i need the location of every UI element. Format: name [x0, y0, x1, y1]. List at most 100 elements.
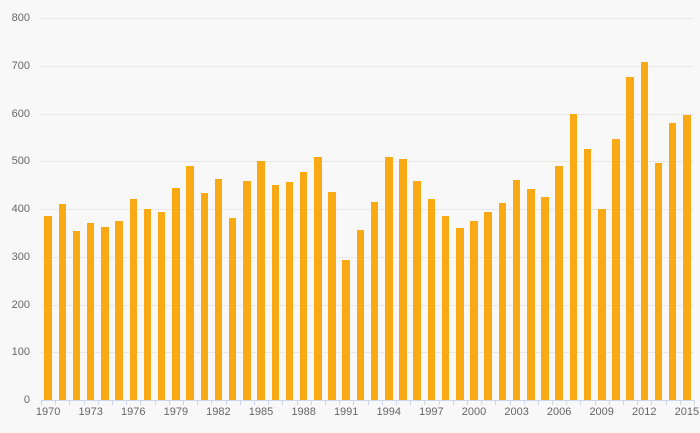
bar-2013[interactable]	[654, 162, 663, 400]
bar-2015[interactable]	[683, 114, 691, 400]
bar-1987[interactable]	[285, 181, 294, 400]
bar-2010[interactable]	[612, 138, 620, 400]
gridline-100	[41, 352, 694, 354]
y-axis-label: 300	[11, 250, 30, 263]
bar-1983[interactable]	[228, 217, 237, 400]
bar-1982[interactable]	[214, 178, 223, 400]
bar-1995[interactable]	[399, 158, 407, 400]
bar-2004[interactable]	[527, 188, 535, 400]
bar-1984[interactable]	[243, 181, 251, 400]
y-axis-label: 700	[11, 59, 30, 72]
bar-1978[interactable]	[157, 212, 166, 400]
bar-1990[interactable]	[328, 192, 336, 400]
x-axis-label: 2012	[632, 406, 657, 418]
bar-1996[interactable]	[413, 180, 421, 400]
x-axis-tick	[523, 400, 525, 405]
bar-1985[interactable]	[257, 160, 265, 400]
bar-1980[interactable]	[186, 166, 194, 400]
x-axis-tick	[41, 400, 42, 405]
x-axis-tick	[168, 400, 170, 405]
bar-1970[interactable]	[44, 216, 52, 400]
bar-1977[interactable]	[143, 209, 152, 400]
gridline-600	[41, 113, 694, 115]
x-axis-label: 1973	[78, 406, 103, 418]
x-axis-label: 1982	[206, 406, 231, 418]
x-axis-label: 1991	[333, 406, 359, 418]
gridline-800	[41, 18, 694, 19]
x-axis-label: 1970	[35, 406, 61, 418]
x-axis-tick	[495, 400, 497, 405]
x-axis-tick	[424, 400, 426, 405]
bar-2002[interactable]	[498, 202, 507, 400]
bar-2003[interactable]	[512, 179, 521, 400]
bar-2012[interactable]	[640, 62, 649, 400]
x-axis-tick	[112, 400, 113, 405]
bar-2011[interactable]	[626, 77, 634, 400]
bar-1975[interactable]	[115, 220, 123, 400]
x-axis-tick	[239, 400, 241, 405]
x-axis-tick	[197, 400, 199, 405]
x-axis-tick	[324, 400, 326, 405]
x-axis-label: 2000	[461, 406, 487, 418]
x-axis-label: 1976	[121, 406, 146, 418]
bar-2007[interactable]	[569, 114, 578, 400]
bar-1991[interactable]	[342, 259, 350, 400]
x-axis-tick	[282, 400, 284, 405]
x-axis-tick	[481, 400, 483, 405]
bar-1973[interactable]	[86, 222, 95, 400]
x-axis-label: 1997	[419, 406, 444, 418]
bar-2009[interactable]	[598, 209, 606, 400]
bar-2005[interactable]	[541, 196, 549, 400]
x-axis-tick	[694, 400, 695, 405]
bar-1972[interactable]	[72, 230, 81, 400]
x-axis-tick	[580, 400, 582, 405]
bar-1986[interactable]	[271, 185, 279, 400]
gridline-700	[41, 65, 694, 67]
bar-1974[interactable]	[101, 226, 109, 400]
x-axis-tick	[608, 400, 610, 405]
y-axis-label: 0	[23, 394, 30, 406]
bar-2014[interactable]	[668, 122, 677, 400]
x-axis-tick	[637, 400, 639, 405]
x-axis-tick	[410, 400, 412, 405]
x-axis-tick	[452, 400, 454, 405]
bar-1971[interactable]	[58, 204, 66, 400]
bar-2000[interactable]	[470, 220, 478, 400]
x-axis-tick	[651, 400, 653, 405]
bar-1994[interactable]	[385, 156, 393, 400]
bar-1999[interactable]	[456, 227, 464, 400]
gridline-300	[41, 256, 694, 258]
bar-1976[interactable]	[129, 198, 137, 400]
bar-2006[interactable]	[555, 165, 563, 400]
bar-2008[interactable]	[583, 148, 592, 400]
x-axis-tick	[381, 400, 383, 405]
x-axis-tick	[268, 400, 270, 405]
bar-1989[interactable]	[314, 156, 322, 400]
x-axis-label: 1988	[291, 406, 316, 418]
x-axis-label: 2009	[589, 406, 614, 418]
x-axis-tick	[225, 400, 227, 405]
bar-1997[interactable]	[427, 199, 436, 400]
bar-1988[interactable]	[299, 171, 308, 400]
x-axis-tick	[566, 400, 568, 405]
x-axis-tick	[55, 400, 57, 405]
bar-1981[interactable]	[200, 192, 208, 400]
x-axis-tick	[594, 400, 596, 405]
x-axis-label: 2003	[504, 406, 529, 418]
bar-1979[interactable]	[172, 188, 180, 400]
y-axis-label: 500	[11, 155, 30, 168]
x-axis-tick	[339, 400, 341, 405]
bar-1998[interactable]	[441, 215, 450, 400]
x-axis-tick	[310, 400, 312, 405]
x-axis-label: 1979	[163, 406, 189, 418]
x-axis-tick	[126, 400, 128, 405]
bar-1993[interactable]	[370, 202, 379, 400]
x-axis-tick	[211, 400, 213, 405]
x-axis-label: 2015	[674, 406, 700, 418]
y-axis-label: 100	[11, 346, 30, 359]
bar-2001[interactable]	[484, 211, 492, 400]
x-axis-tick	[296, 400, 298, 405]
x-axis-tick	[438, 400, 440, 405]
bar-1992[interactable]	[356, 229, 365, 400]
